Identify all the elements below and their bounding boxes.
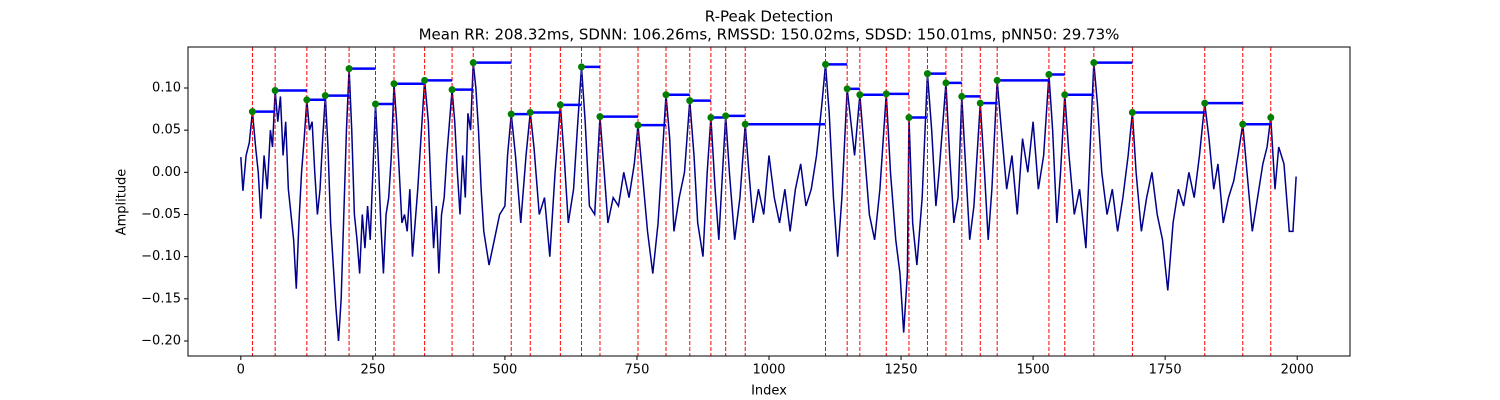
r-peak [1267, 114, 1275, 122]
r-peak [822, 60, 830, 68]
r-peak [942, 79, 950, 87]
r-peak [1045, 70, 1053, 78]
r-peak [958, 92, 966, 100]
x-axis-label: Index [751, 384, 787, 399]
y-tick-label: −0.05 [141, 207, 181, 222]
r-peak [722, 112, 730, 120]
r-peak [372, 100, 380, 108]
r-peak [507, 110, 515, 118]
r-peak [577, 63, 585, 71]
r-peak [321, 92, 329, 100]
r-peak [905, 114, 913, 122]
r-peak [345, 65, 353, 73]
r-peak [856, 91, 864, 99]
r-peak [1239, 120, 1247, 128]
r-peak [448, 86, 456, 94]
r-peak [923, 70, 931, 78]
r-peak [1201, 99, 1209, 107]
y-tick-label: −0.15 [141, 291, 181, 306]
r-peak [882, 90, 890, 98]
chart-title: R-Peak Detection [705, 8, 833, 26]
r-peak [1090, 59, 1098, 67]
x-tick-label: 1000 [752, 363, 785, 378]
chart-subtitle: Mean RR: 208.32ms, SDNN: 106.26ms, RMSSD… [419, 26, 1120, 44]
r-peak [741, 120, 749, 128]
r-peak [556, 101, 564, 109]
r-peak [686, 97, 694, 105]
x-tick-label: 1250 [884, 363, 917, 378]
r-peak [993, 76, 1001, 84]
y-tick-label: 0.10 [152, 80, 181, 95]
r-peak [390, 80, 398, 88]
signal-line [240, 62, 1297, 342]
y-axis-label: Amplitude [115, 169, 130, 236]
plot-area [240, 47, 1297, 356]
r-peak [1061, 91, 1069, 99]
r-peak [707, 114, 715, 122]
x-tick-label: 500 [492, 363, 517, 378]
r-peak [526, 108, 534, 116]
x-tick-label: 1750 [1149, 363, 1182, 378]
r-peak [271, 87, 279, 95]
y-tick-label: 0.05 [152, 123, 181, 138]
r-peak [843, 85, 851, 93]
r-peak [634, 121, 642, 129]
y-tick-label: 0.00 [152, 165, 181, 180]
r-peak [976, 99, 984, 107]
x-tick-label: 2000 [1281, 363, 1314, 378]
x-tick-label: 1500 [1017, 363, 1050, 378]
r-peak [596, 113, 604, 121]
r-peak [248, 108, 256, 116]
x-tick-label: 250 [360, 363, 385, 378]
r-peak [1128, 108, 1136, 116]
r-peak [662, 91, 670, 99]
x-tick-label: 0 [237, 363, 245, 378]
r-peak [469, 59, 477, 67]
r-peak [421, 76, 429, 84]
r-peak [303, 96, 311, 104]
y-tick-label: −0.10 [141, 249, 181, 264]
x-tick-label: 750 [625, 363, 650, 378]
y-tick-label: −0.20 [141, 333, 181, 348]
